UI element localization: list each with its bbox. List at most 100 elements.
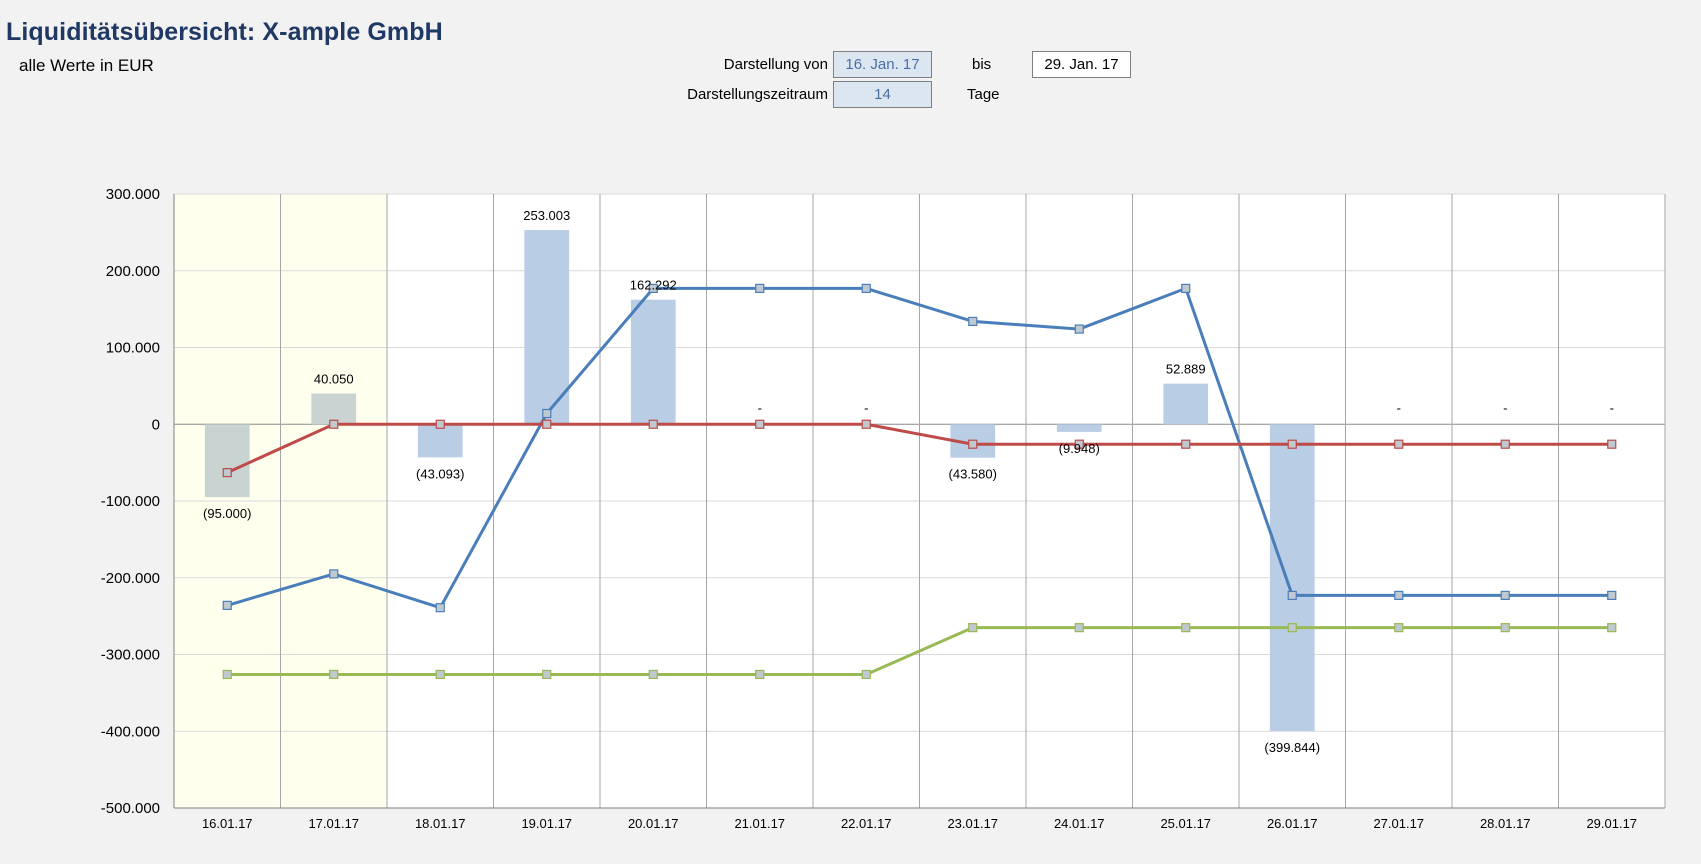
series-marker bbox=[1394, 623, 1404, 633]
x-tick-label: 28.01.17 bbox=[1480, 816, 1531, 831]
bar bbox=[524, 230, 570, 425]
bar-data-label: (9.948) bbox=[1059, 441, 1100, 456]
y-tick-label: 0 bbox=[152, 416, 160, 433]
series-marker bbox=[861, 669, 871, 680]
bar-data-label: 253.003 bbox=[523, 208, 570, 223]
series-marker bbox=[1287, 623, 1297, 633]
y-tick-label: 300.000 bbox=[106, 186, 160, 203]
series-marker bbox=[861, 283, 871, 294]
series-marker bbox=[648, 283, 658, 294]
series-marker bbox=[755, 419, 765, 429]
x-tick-label: 24.01.17 bbox=[1054, 816, 1105, 831]
series-marker bbox=[1500, 590, 1510, 601]
bar-data-label: (43.580) bbox=[949, 467, 997, 482]
period-label: Darstellungszeitraum bbox=[687, 86, 828, 103]
series-marker bbox=[435, 669, 445, 680]
bar-data-label: - bbox=[864, 400, 868, 415]
bar bbox=[1269, 424, 1315, 732]
y-tick-label: -100.000 bbox=[101, 493, 160, 510]
series-line bbox=[227, 626, 1612, 676]
x-tick-label: 17.01.17 bbox=[308, 816, 359, 831]
series-marker bbox=[861, 419, 871, 429]
y-tick-label: -200.000 bbox=[101, 570, 160, 587]
bar-data-label: - bbox=[1397, 400, 1401, 415]
series-marker bbox=[542, 669, 552, 680]
series-marker bbox=[222, 600, 232, 610]
series-marker bbox=[222, 468, 232, 478]
bar-data-label: - bbox=[1610, 400, 1614, 415]
units-subtitle: alle Werte in EUR bbox=[19, 56, 154, 75]
bar bbox=[1163, 383, 1209, 425]
series-marker bbox=[1074, 623, 1084, 633]
series-marker bbox=[1500, 439, 1510, 449]
series-marker bbox=[1181, 623, 1191, 633]
bar-data-label: (399.844) bbox=[1264, 740, 1320, 755]
to-label: bis bbox=[972, 56, 992, 73]
series-marker bbox=[648, 419, 658, 429]
x-tick-label: 26.01.17 bbox=[1267, 816, 1318, 831]
bar-data-label: (95.000) bbox=[203, 506, 251, 521]
series-marker bbox=[329, 669, 339, 680]
y-tick-label: -500.000 bbox=[101, 800, 160, 817]
x-tick-label: 23.01.17 bbox=[947, 816, 998, 831]
y-tick-label: 100.000 bbox=[106, 340, 160, 357]
x-tick-label: 29.01.17 bbox=[1586, 816, 1637, 831]
series-marker bbox=[1394, 590, 1404, 601]
series-marker bbox=[648, 669, 658, 680]
series-marker bbox=[329, 419, 339, 429]
series-marker bbox=[968, 623, 978, 633]
series-marker bbox=[542, 419, 552, 429]
series-marker bbox=[435, 603, 445, 613]
series-marker bbox=[1181, 439, 1191, 449]
series-marker bbox=[1394, 439, 1404, 449]
series-marker bbox=[755, 669, 765, 680]
series-marker bbox=[542, 408, 552, 419]
series-marker bbox=[968, 439, 978, 449]
x-tick-label: 20.01.17 bbox=[628, 816, 679, 831]
series-marker bbox=[1287, 439, 1297, 449]
x-tick-label: 19.01.17 bbox=[521, 816, 572, 831]
bar bbox=[311, 393, 357, 425]
bar-data-label: 52.889 bbox=[1166, 362, 1206, 377]
series-marker bbox=[329, 569, 339, 579]
x-tick-label: 27.01.17 bbox=[1373, 816, 1424, 831]
bar bbox=[204, 424, 250, 498]
series-marker bbox=[1607, 623, 1617, 633]
series-line bbox=[226, 422, 1612, 474]
series-line bbox=[226, 286, 1612, 610]
bar-data-label: - bbox=[1503, 400, 1507, 415]
y-tick-label: -400.000 bbox=[101, 723, 160, 740]
series-marker bbox=[968, 316, 978, 327]
page-title: Liquiditätsübersicht: X-ample GmbH bbox=[6, 18, 443, 46]
series-marker bbox=[1607, 590, 1617, 601]
bar-data-label: 162.292 bbox=[630, 278, 677, 293]
series-marker bbox=[1287, 590, 1297, 601]
from-date-field[interactable]: 16. Jan. 17 bbox=[833, 51, 932, 78]
bar-data-label: 40.050 bbox=[314, 372, 354, 387]
series-marker bbox=[1500, 623, 1510, 633]
y-tick-label: -300.000 bbox=[101, 647, 160, 664]
bar bbox=[1056, 424, 1102, 432]
series-marker bbox=[222, 669, 232, 680]
series-marker bbox=[1607, 439, 1617, 449]
x-tick-label: 25.01.17 bbox=[1160, 816, 1211, 831]
to-date-field[interactable]: 29. Jan. 17 bbox=[1032, 51, 1131, 78]
x-tick-label: 18.01.17 bbox=[415, 816, 466, 831]
series-marker bbox=[1074, 439, 1084, 449]
bar bbox=[417, 424, 463, 458]
bar-data-label: (43.093) bbox=[416, 466, 464, 481]
bar bbox=[630, 299, 676, 425]
period-unit-label: Tage bbox=[967, 86, 1000, 103]
series-marker bbox=[1181, 283, 1191, 294]
x-tick-label: 22.01.17 bbox=[841, 816, 892, 831]
bar-data-label: - bbox=[758, 400, 762, 415]
x-tick-label: 16.01.17 bbox=[202, 816, 253, 831]
series-marker bbox=[1074, 324, 1084, 334]
period-field[interactable]: 14 bbox=[833, 81, 932, 108]
from-label: Darstellung von bbox=[723, 56, 828, 73]
series-marker bbox=[755, 283, 765, 294]
y-tick-label: 200.000 bbox=[106, 263, 160, 280]
series-marker bbox=[435, 419, 445, 429]
x-tick-label: 21.01.17 bbox=[734, 816, 785, 831]
